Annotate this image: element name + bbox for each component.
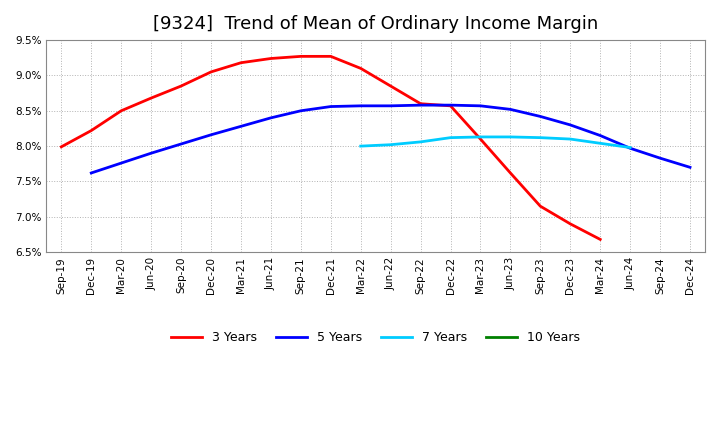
- 5 Years: [207, 132, 215, 137]
- Legend: 3 Years, 5 Years, 7 Years, 10 Years: 3 Years, 5 Years, 7 Years, 10 Years: [166, 326, 585, 349]
- Line: 3 Years: 3 Years: [61, 56, 600, 239]
- 7 Years: [476, 134, 485, 139]
- 3 Years: [297, 54, 305, 59]
- Line: 7 Years: 7 Years: [361, 137, 630, 147]
- 5 Years: [147, 150, 156, 156]
- 5 Years: [356, 103, 365, 109]
- 3 Years: [356, 66, 365, 71]
- 3 Years: [566, 221, 575, 227]
- 7 Years: [626, 145, 634, 150]
- 5 Years: [446, 103, 455, 108]
- 5 Years: [536, 114, 544, 119]
- 7 Years: [536, 135, 544, 140]
- 5 Years: [596, 133, 605, 138]
- 3 Years: [57, 144, 66, 150]
- 7 Years: [446, 135, 455, 140]
- 5 Years: [416, 103, 425, 108]
- 3 Years: [147, 95, 156, 101]
- 3 Years: [476, 136, 485, 142]
- 5 Years: [656, 155, 665, 161]
- Title: [9324]  Trend of Mean of Ordinary Income Margin: [9324] Trend of Mean of Ordinary Income …: [153, 15, 598, 33]
- 7 Years: [387, 142, 395, 147]
- 3 Years: [536, 204, 544, 209]
- 7 Years: [506, 134, 515, 139]
- 3 Years: [207, 69, 215, 74]
- 3 Years: [266, 56, 275, 61]
- 5 Years: [117, 161, 125, 166]
- 5 Years: [266, 115, 275, 121]
- 5 Years: [476, 103, 485, 109]
- 3 Years: [177, 84, 186, 89]
- 3 Years: [237, 60, 246, 66]
- 3 Years: [446, 103, 455, 109]
- 5 Years: [237, 124, 246, 129]
- 3 Years: [506, 170, 515, 176]
- 7 Years: [416, 139, 425, 144]
- 3 Years: [326, 54, 335, 59]
- 3 Years: [87, 128, 96, 133]
- 7 Years: [596, 141, 605, 146]
- 3 Years: [416, 101, 425, 106]
- Line: 5 Years: 5 Years: [91, 105, 690, 173]
- 3 Years: [117, 108, 125, 114]
- 5 Years: [177, 141, 186, 147]
- 5 Years: [685, 165, 694, 170]
- 3 Years: [387, 84, 395, 89]
- 7 Years: [356, 143, 365, 149]
- 5 Years: [566, 122, 575, 128]
- 3 Years: [596, 237, 605, 242]
- 5 Years: [506, 107, 515, 112]
- 5 Years: [387, 103, 395, 109]
- 5 Years: [326, 104, 335, 109]
- 5 Years: [87, 170, 96, 176]
- 5 Years: [297, 108, 305, 114]
- 5 Years: [626, 146, 634, 151]
- 7 Years: [566, 136, 575, 142]
